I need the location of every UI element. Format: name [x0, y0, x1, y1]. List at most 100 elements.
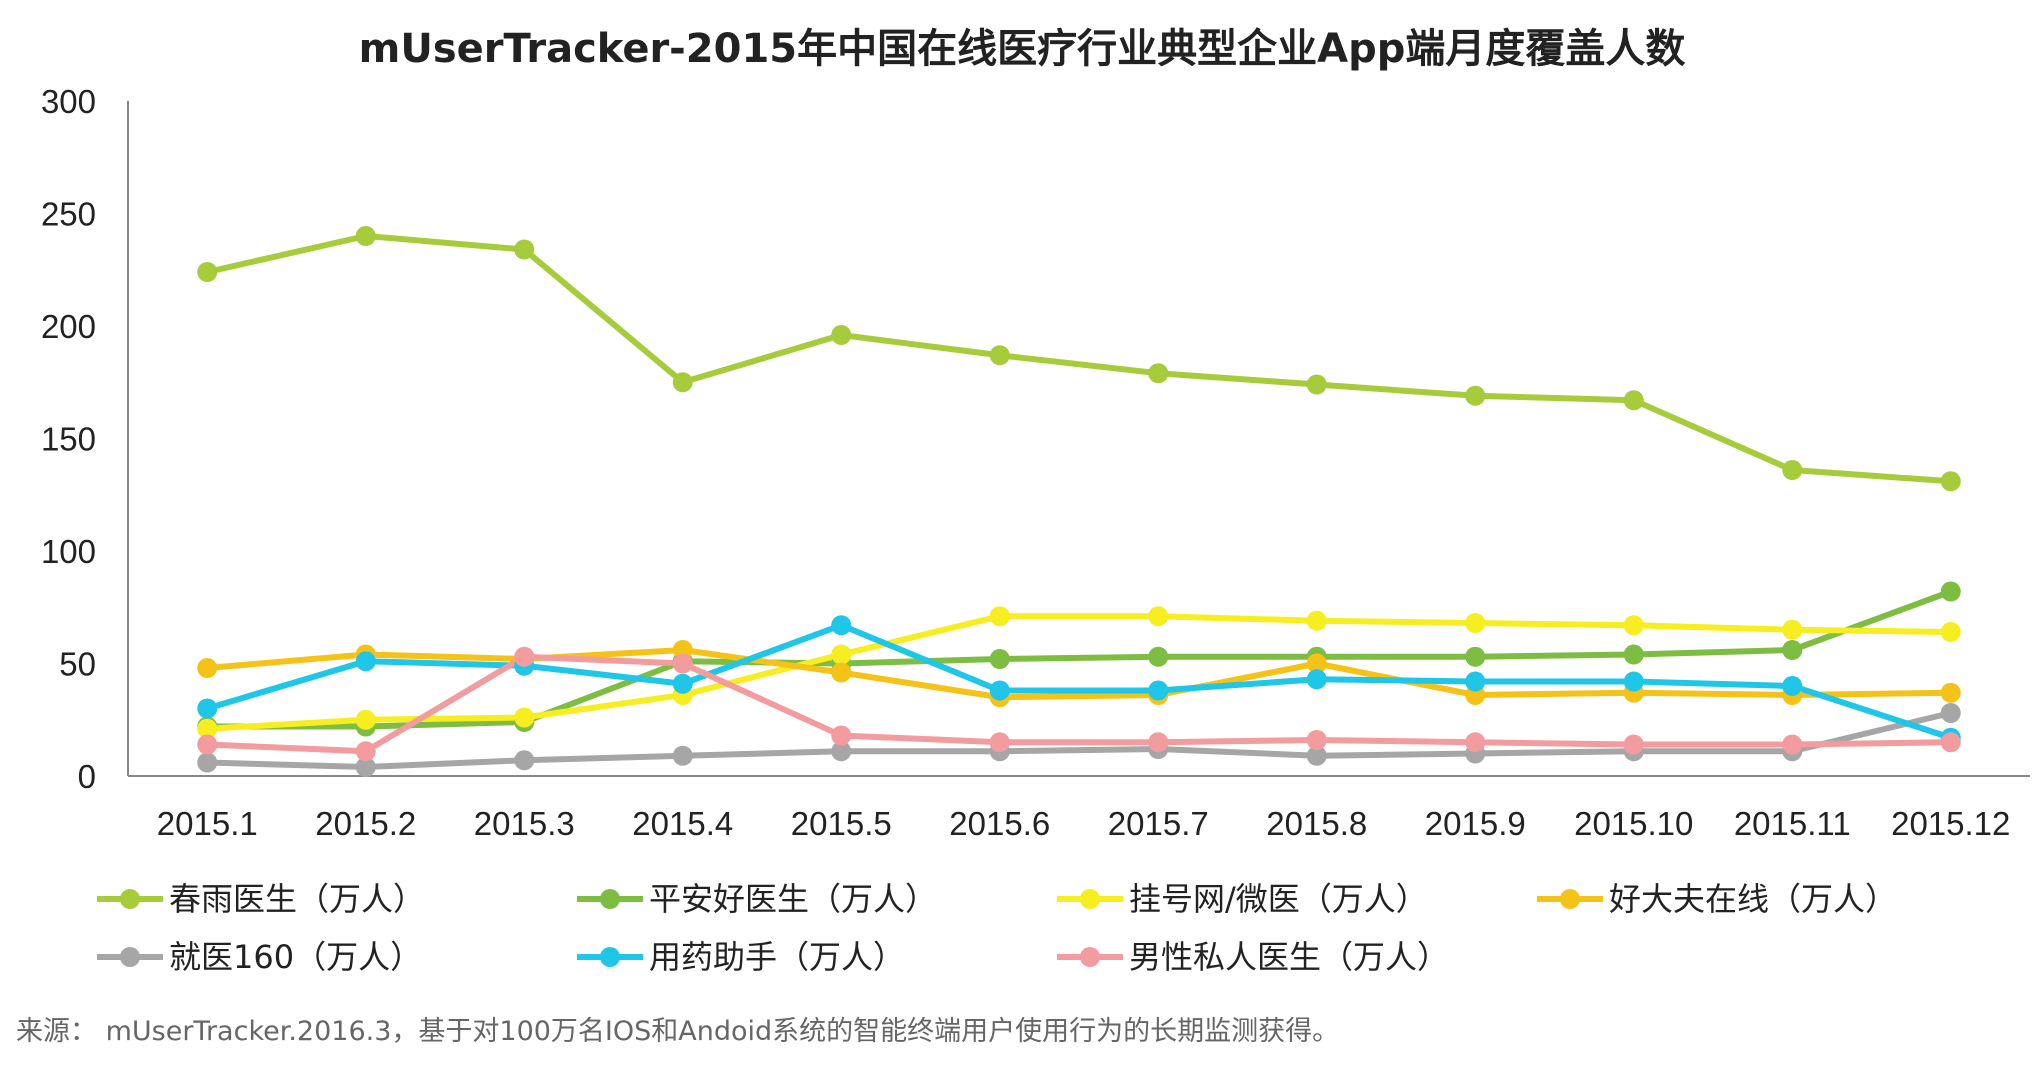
legend-label: 就医160（万人） [169, 938, 422, 976]
data-point [197, 718, 218, 739]
legend: 春雨医生（万人） 平安好医生（万人） 挂号网/微医（万人） 好大夫在线（万人） 就医16… [97, 880, 1897, 976]
x-tick-label: 2015.9 [1425, 805, 1526, 842]
legend-marker [600, 889, 620, 909]
data-point [1940, 581, 1961, 602]
series-points [197, 226, 1961, 777]
data-point [1148, 606, 1169, 627]
x-tick-label: 2015.2 [315, 805, 416, 842]
data-point [1782, 619, 1803, 640]
series-line [206, 647, 1951, 701]
data-point [831, 615, 852, 636]
legend-item: 平安好医生（万人） [577, 880, 937, 918]
data-point [989, 606, 1010, 627]
x-tick-label: 2015.10 [1574, 805, 1693, 842]
data-point [355, 757, 376, 777]
data-point [672, 653, 693, 674]
x-tick-label: 2015.6 [949, 805, 1050, 842]
data-point [1148, 732, 1169, 753]
legend-item: 好大夫在线（万人） [1537, 880, 1897, 918]
data-point [1623, 671, 1644, 692]
series-line [207, 653, 1951, 755]
legend-item: 就医160（万人） [97, 938, 422, 976]
x-tick-label: 2015.4 [632, 805, 733, 842]
y-tick-label: 100 [41, 533, 96, 570]
data-point [1465, 732, 1486, 753]
legend-marker [120, 889, 140, 909]
data-point [514, 707, 535, 728]
legend-label: 春雨医生（万人） [169, 880, 425, 918]
x-tick-label: 2015.7 [1108, 805, 1209, 842]
legend-marker [600, 947, 620, 967]
data-point [1465, 385, 1486, 406]
y-tick-label: 300 [41, 83, 96, 120]
data-point [355, 226, 376, 246]
chart-title: mUserTracker-2015年中国在线医疗行业典型企业App端月度覆盖人数 [359, 26, 1686, 72]
data-point [672, 372, 693, 393]
data-point [989, 649, 1010, 669]
data-point [197, 698, 218, 719]
y-tick-label: 50 [59, 646, 96, 683]
data-point [831, 741, 852, 762]
data-point [197, 734, 218, 755]
data-point [831, 325, 852, 345]
data-point [355, 709, 376, 730]
series-line [207, 710, 1952, 770]
legend-label: 男性私人医生（万人） [1129, 938, 1449, 976]
series-lines [206, 233, 1952, 770]
series-line [206, 233, 1951, 485]
data-point [1148, 363, 1169, 384]
data-point [514, 239, 535, 260]
data-point [1782, 460, 1803, 480]
data-point [1623, 734, 1644, 755]
data-point [197, 262, 218, 282]
data-point [355, 741, 376, 762]
chart-axes: 0 50 100 150 200 250 300 2015.1 2015.2 2015.3 2015… [41, 83, 2030, 842]
data-point [672, 673, 693, 694]
data-point [1782, 676, 1803, 696]
y-tick-label: 250 [41, 196, 96, 233]
data-point [1782, 734, 1803, 755]
x-tick-label: 2015.5 [791, 805, 892, 842]
legend-marker [120, 947, 140, 967]
legend-label: 平安好医生（万人） [649, 880, 937, 918]
data-point [1306, 745, 1327, 766]
y-tick-label: 200 [41, 308, 96, 345]
data-point [831, 662, 852, 683]
data-point [831, 725, 852, 746]
y-tick-label: 150 [41, 421, 96, 458]
x-tick-label: 2015.11 [1734, 805, 1851, 842]
x-tick-label: 2015.1 [157, 805, 258, 842]
data-point [1148, 680, 1169, 701]
legend-marker [1080, 947, 1100, 967]
y-tick-label: 0 [78, 758, 96, 795]
x-tick-label: 2015.8 [1266, 805, 1367, 842]
data-point [1623, 615, 1644, 636]
legend-item: 用药助手（万人） [577, 938, 905, 976]
data-point [672, 745, 693, 766]
data-point [514, 750, 535, 771]
legend-label: 用药助手（万人） [649, 938, 905, 976]
data-point [1623, 644, 1644, 665]
data-point [989, 345, 1010, 366]
data-point [355, 651, 376, 672]
data-point [989, 680, 1010, 701]
data-point [1148, 646, 1169, 667]
series-line [207, 613, 1951, 732]
data-point [1465, 613, 1486, 633]
source-note: 来源： mUserTracker.2016.3，基于对100万名IOS和Ando… [16, 1016, 1339, 1047]
data-point [1306, 730, 1327, 750]
series-line [207, 588, 1952, 730]
data-point [1940, 471, 1961, 492]
legend-item: 男性私人医生（万人） [1057, 938, 1449, 976]
legend-label: 挂号网/微医（万人） [1129, 880, 1428, 918]
data-point [514, 646, 535, 667]
data-point [1782, 640, 1803, 660]
legend-item: 挂号网/微医（万人） [1057, 880, 1428, 918]
legend-item: 春雨医生（万人） [97, 880, 425, 918]
data-point [1465, 646, 1486, 667]
x-tick-label: 2015.12 [1891, 805, 2010, 842]
data-point [197, 752, 218, 773]
data-point [1940, 682, 1961, 703]
data-point [1623, 390, 1644, 411]
data-point [197, 658, 218, 678]
